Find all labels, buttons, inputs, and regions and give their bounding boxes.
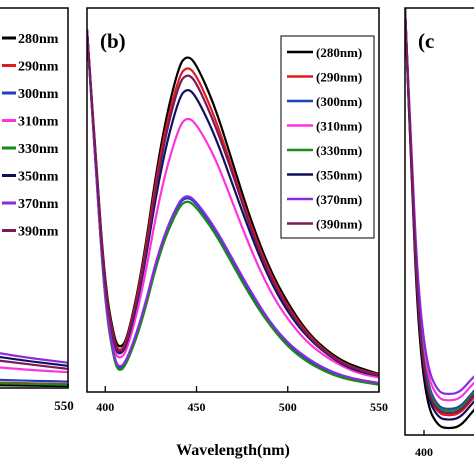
panel-b-label: (b) — [100, 29, 126, 53]
legend-a-label-1: 290nm — [18, 60, 59, 75]
legend-b-label-2: (300nm) — [316, 94, 362, 109]
panel-c-label: (c — [418, 29, 434, 53]
series-line-370nm — [0, 352, 68, 364]
panel-a-frame — [0, 7, 69, 389]
legend-b-label-5: (350nm) — [316, 168, 362, 183]
panel-b-legend-box — [280, 35, 375, 239]
series-line-c4 — [405, 8, 474, 413]
series-line-c2 — [405, 8, 474, 410]
panel-a-series — [0, 352, 68, 388]
panel-b-frame — [86, 7, 380, 393]
panel-c-frame — [404, 7, 474, 436]
panel-c-tick-label: 400 — [415, 445, 433, 459]
series-line-370nm — [87, 29, 379, 385]
series-line-350nm — [0, 355, 68, 367]
legend-a-label-3: 310nm — [18, 115, 59, 130]
series-line-280nm — [0, 384, 68, 388]
legend-a-label-7: 390nm — [18, 225, 59, 240]
legend-a-label-2: 300nm — [18, 87, 59, 102]
legend-b-label-6: (370nm) — [316, 192, 362, 207]
panel-c — [405, 8, 474, 430]
legend-a-label-5: 350nm — [18, 170, 59, 185]
series-line-390nm — [87, 29, 379, 377]
panel-b-tick-label-0: 400 — [96, 400, 114, 414]
panel-b-tick-label-2: 500 — [279, 400, 297, 414]
panel-b-xlabel: Wavelength(nm) — [176, 442, 290, 459]
panel-b-tick-label-1: 450 — [188, 400, 206, 414]
legend-a-label-4: 330nm — [18, 142, 59, 157]
legend-b-label-0: (280nm) — [316, 45, 362, 60]
series-line-c3 — [405, 8, 474, 402]
panel-b — [87, 29, 379, 386]
panel-a — [0, 352, 68, 388]
panel-b-legend: (280nm) (290nm) (300nm) (310nm) (330nm) (350n… — [287, 45, 362, 232]
panel-b-series — [87, 29, 379, 386]
series-line-c6 — [405, 8, 474, 395]
legend-b-label-3: (310nm) — [316, 119, 362, 134]
legend-a-label-0: 280nm — [18, 32, 59, 47]
panel-c-series — [405, 8, 474, 430]
panel-b-tick-label-3: 550 — [370, 400, 388, 414]
series-line-c7 — [405, 8, 474, 415]
series-line-310nm — [0, 366, 68, 374]
legend-b-label-7: (390nm) — [316, 217, 362, 232]
series-line-300nm — [0, 378, 68, 383]
legend-b-label-1: (290nm) — [316, 70, 362, 85]
series-line-390nm — [0, 359, 68, 371]
legend-a-label-6: 370nm — [18, 197, 59, 212]
series-line-330nm — [0, 382, 68, 386]
panel-a-legend: 280nm 290nm 300nm 310nm 330nm 350nm 370nm 390nm — [2, 32, 59, 240]
legend-b-label-4: (330nm) — [316, 143, 362, 158]
panel-a-tick-label: 550 — [54, 398, 74, 413]
